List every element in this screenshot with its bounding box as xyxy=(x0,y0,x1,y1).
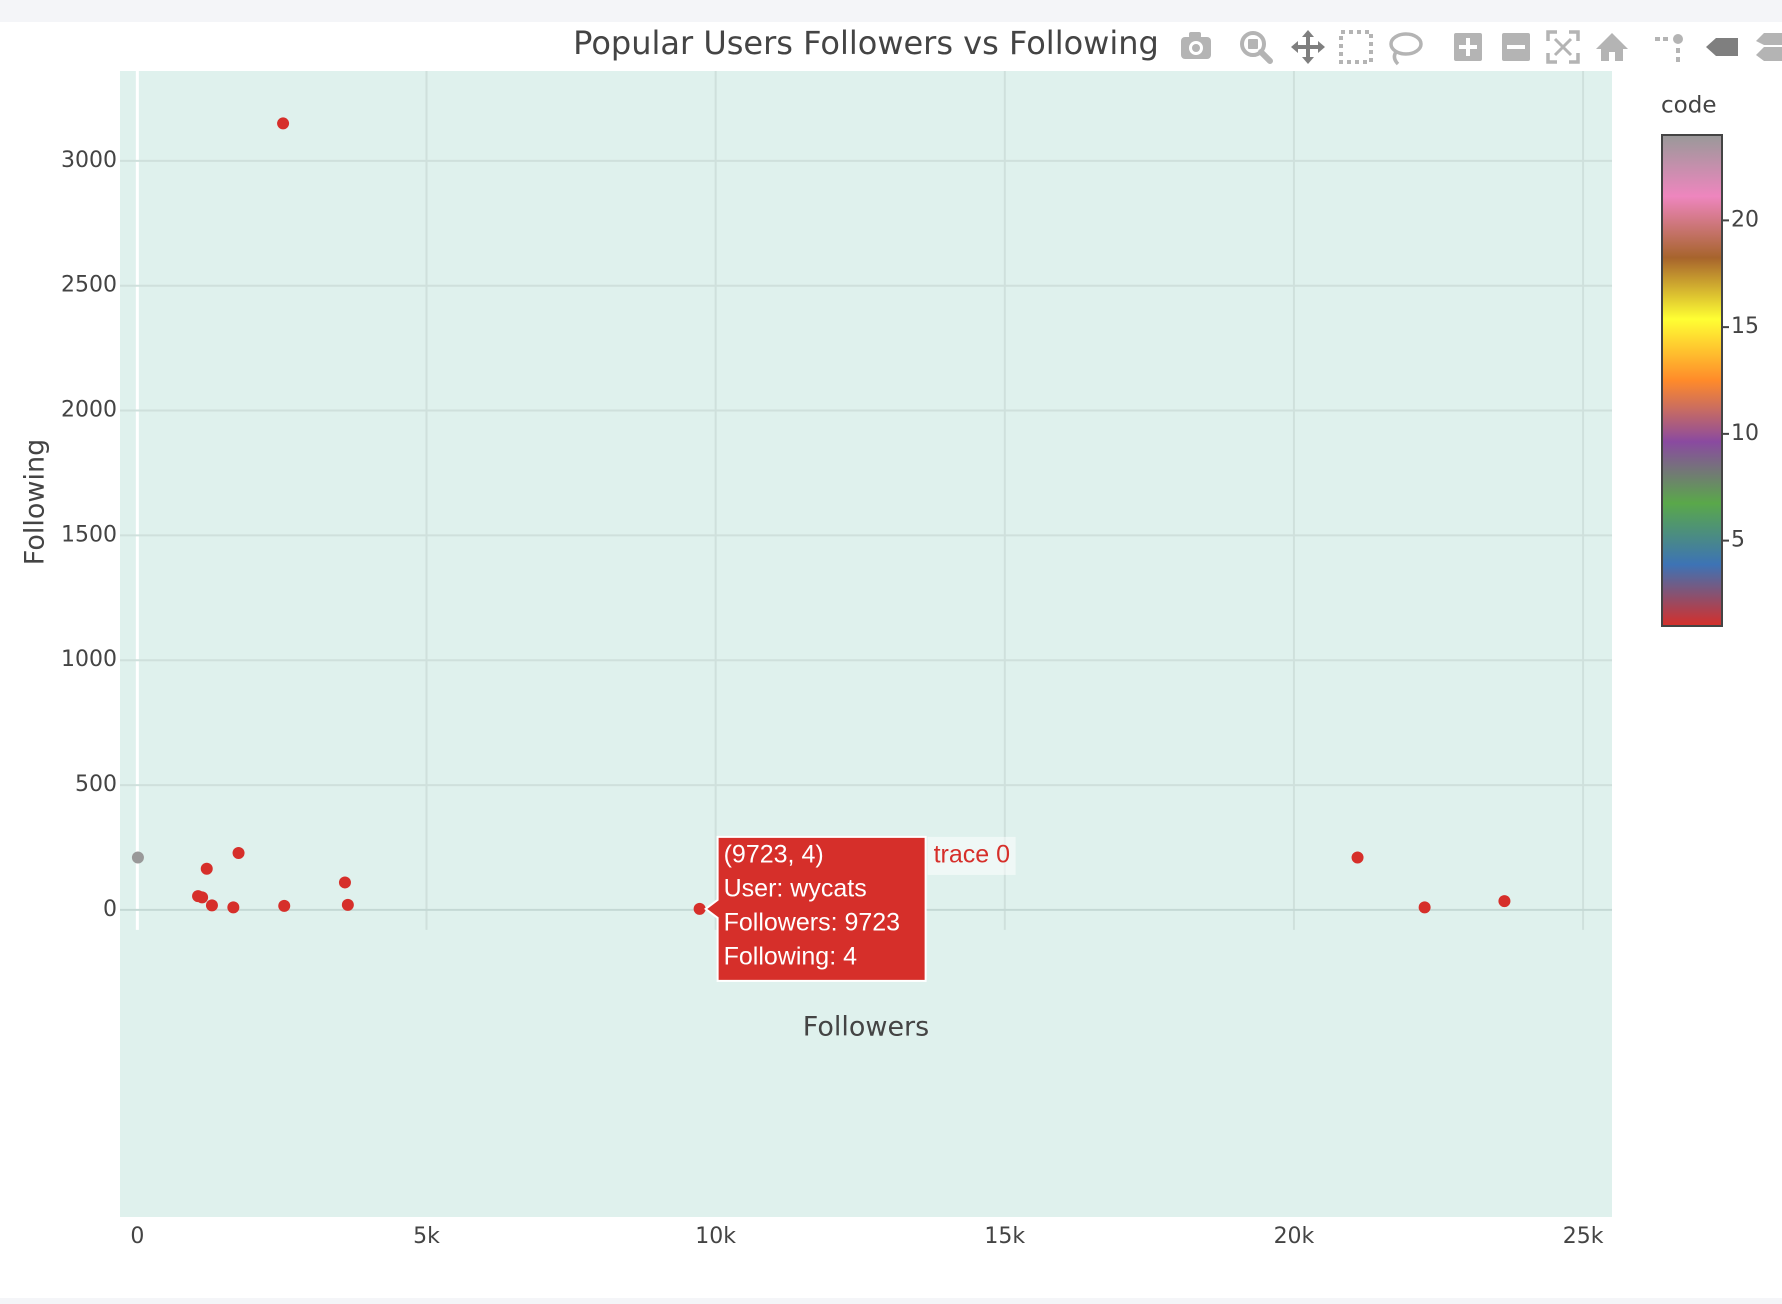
grid-lines xyxy=(120,71,1612,930)
y-tick-label: 0 xyxy=(103,897,117,922)
scatter-point[interactable] xyxy=(196,891,209,904)
y-tick-label: 1500 xyxy=(61,522,117,547)
lasso-select-icon[interactable] xyxy=(1389,32,1423,66)
colorbar-tick-label: 20 xyxy=(1731,207,1759,232)
chart-page: 0 5k 10k 15k 20k 25k 0 500 1000 1500 2000 2500 3000… xyxy=(0,22,1782,1298)
hover-tooltip: (9723, 4) User: wycats Followers: 9723 F… xyxy=(703,835,1016,982)
hover-tooltip-box xyxy=(703,835,927,982)
scatter-chart: 0 5k 10k 15k 20k 25k 0 500 1000 1500 2000 2500 3000… xyxy=(20,24,1782,1249)
colorbar-tick-label: 10 xyxy=(1731,421,1759,446)
x-tick-label: 5k xyxy=(413,1224,440,1249)
x-tick-label: 20k xyxy=(1274,1224,1315,1249)
scatter-point[interactable] xyxy=(131,851,144,864)
scatter-point[interactable] xyxy=(278,899,291,912)
x-tick-label: 15k xyxy=(984,1224,1025,1249)
camera-icon[interactable] xyxy=(1181,32,1211,59)
scatter-point[interactable] xyxy=(232,846,245,859)
y-axis-ticks: 0 500 1000 1500 2000 2500 3000 xyxy=(61,148,117,922)
x-tick-label: 25k xyxy=(1563,1224,1604,1249)
hover-closest-icon[interactable] xyxy=(1706,38,1738,56)
x-axis-title: Followers xyxy=(803,1012,929,1043)
y-tick-label: 2500 xyxy=(61,273,117,298)
scatter-point[interactable] xyxy=(1418,901,1431,914)
plot-area[interactable] xyxy=(120,71,1612,1217)
colorbar-gradient xyxy=(1661,134,1723,627)
colorbar-tick-label: 15 xyxy=(1731,314,1759,339)
hover-following-line: Following: 4 xyxy=(724,943,857,971)
scatter-point[interactable] xyxy=(341,898,354,911)
y-axis-title: Following xyxy=(20,439,51,565)
scatter-point[interactable] xyxy=(205,899,218,912)
chart-title: Popular Users Followers vs Following xyxy=(573,24,1159,62)
y-tick-label: 3000 xyxy=(61,148,117,173)
hover-compare-icon[interactable] xyxy=(1756,33,1782,61)
x-tick-label: 10k xyxy=(695,1224,736,1249)
y-tick-label: 500 xyxy=(75,772,117,797)
scatter-point[interactable] xyxy=(277,117,290,130)
zoom-out-icon[interactable] xyxy=(1502,33,1530,61)
autoscale-icon[interactable] xyxy=(1546,30,1580,64)
y-tick-label: 1000 xyxy=(61,647,117,672)
scatter-points xyxy=(131,117,1511,915)
scatter-point[interactable] xyxy=(227,901,240,914)
colorbar-tick-label: 5 xyxy=(1731,528,1745,553)
scatter-point[interactable] xyxy=(200,862,213,875)
colorbar[interactable]: code 5 10 15 20 xyxy=(1661,93,1759,627)
zoom-icon[interactable] xyxy=(1240,31,1273,64)
hover-header: (9723, 4) xyxy=(724,841,824,869)
pan-icon[interactable] xyxy=(1291,30,1325,64)
scatter-point[interactable] xyxy=(338,876,351,889)
scatter-point[interactable] xyxy=(1498,895,1511,908)
colorbar-ticks: 5 10 15 20 xyxy=(1722,207,1759,553)
y-tick-label: 2000 xyxy=(61,398,117,423)
x-axis-ticks: 0 5k 10k 15k 20k 25k xyxy=(130,1224,1603,1249)
hover-trace-name-bg xyxy=(927,836,1016,875)
reset-axes-icon[interactable] xyxy=(1596,33,1628,61)
hover-user-line: User: wycats xyxy=(724,875,867,903)
box-select-icon[interactable] xyxy=(1339,30,1373,64)
spike-lines-icon[interactable] xyxy=(1655,34,1683,62)
scatter-point[interactable] xyxy=(693,902,706,915)
hover-followers-line: Followers: 9723 xyxy=(724,909,900,937)
hover-trace-name: trace 0 xyxy=(934,841,1010,869)
x-tick-label: 0 xyxy=(130,1224,144,1249)
colorbar-title: code xyxy=(1661,93,1716,119)
scatter-point[interactable] xyxy=(1351,851,1364,864)
modebar xyxy=(1181,30,1782,66)
zoom-in-icon[interactable] xyxy=(1454,33,1482,61)
